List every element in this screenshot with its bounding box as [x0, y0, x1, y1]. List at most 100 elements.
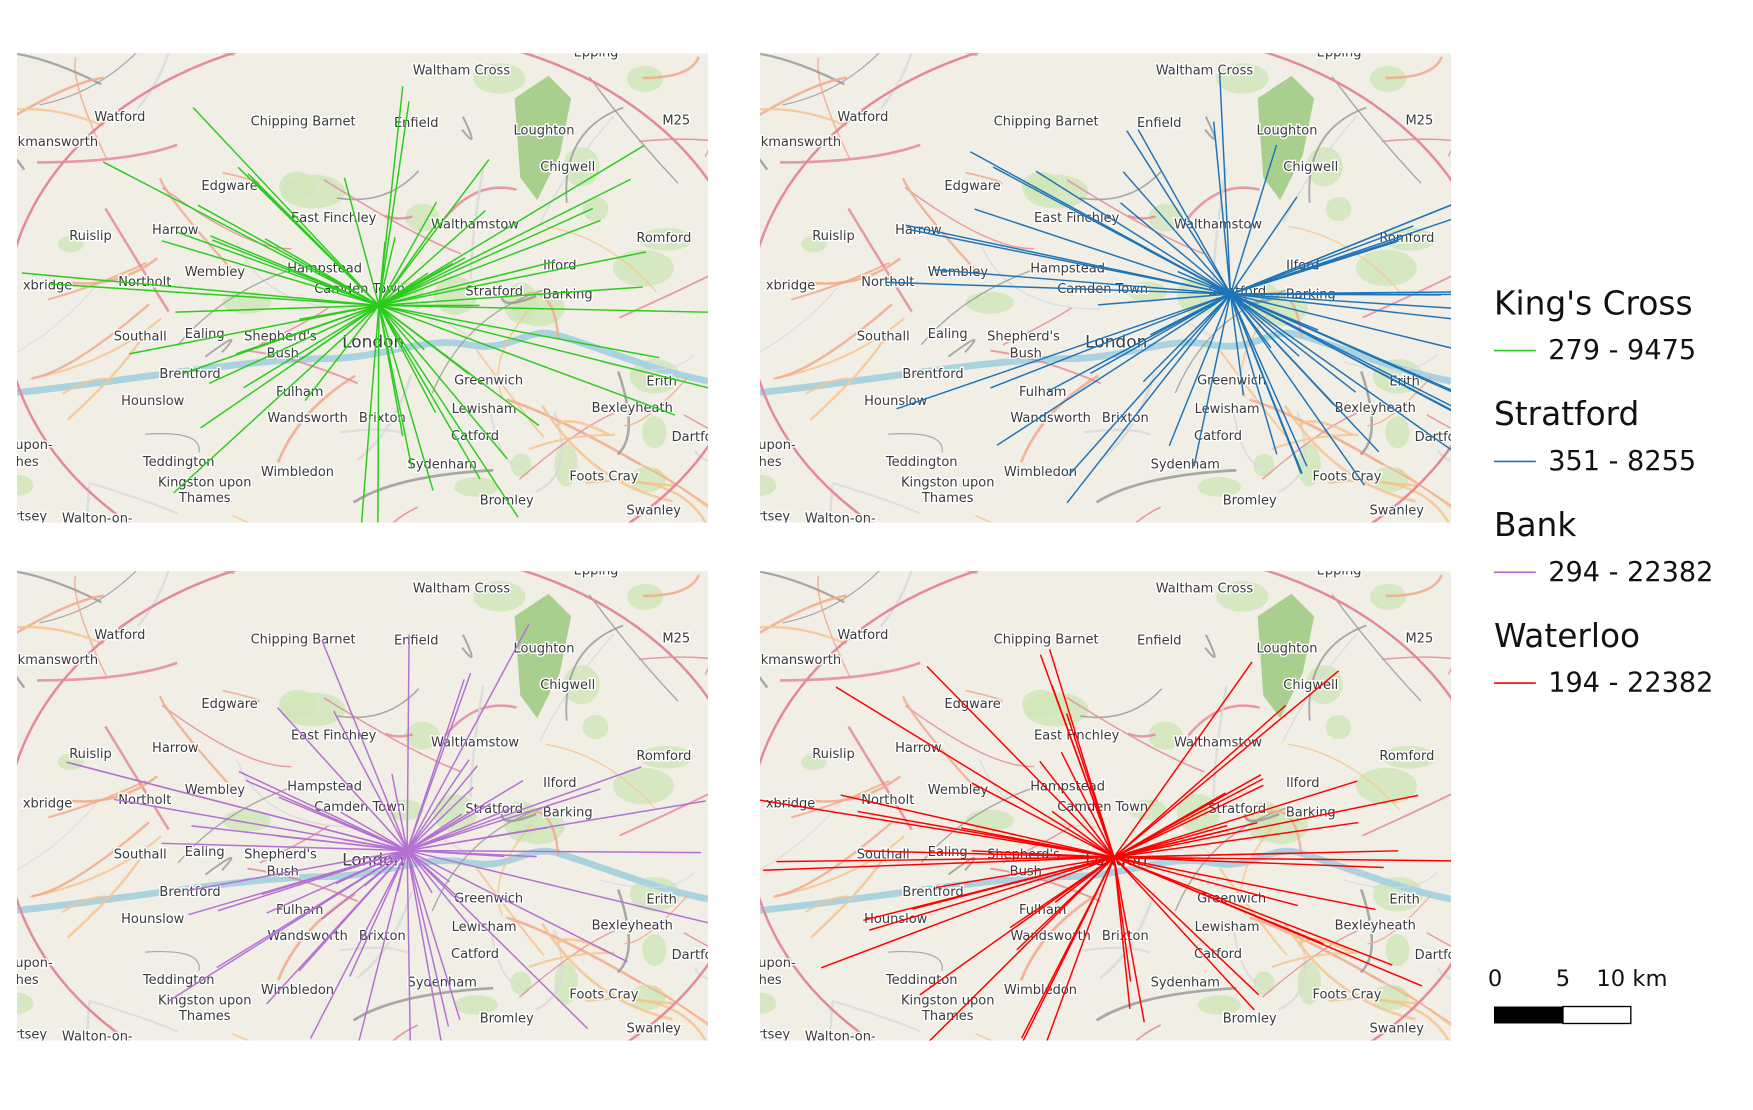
- flow-line: [277, 707, 408, 851]
- flow-line: [1113, 821, 1258, 858]
- place-label: Ealing: [185, 327, 225, 342]
- flow-line: [161, 842, 408, 852]
- road: [901, 695, 985, 798]
- place-label: Loughton: [514, 124, 575, 139]
- road: [31, 821, 150, 898]
- place-label: Ruislip: [69, 747, 112, 762]
- place-label: Southall: [114, 847, 167, 862]
- place-label: Ilford: [543, 776, 576, 791]
- place-label: Bexleyheath: [1335, 919, 1416, 934]
- flow-line: [210, 235, 380, 307]
- road: [497, 306, 532, 398]
- road: [158, 177, 242, 280]
- place-label: Foots Cray: [569, 988, 638, 1003]
- road: [555, 419, 611, 437]
- place-label: Kingston upon: [901, 475, 995, 490]
- park: [384, 799, 424, 821]
- flow-line: [840, 794, 1115, 858]
- road: [39, 571, 137, 624]
- park: [582, 714, 609, 740]
- place-label: Wandsworth: [1010, 411, 1091, 426]
- place-label: East Finchley: [291, 729, 377, 744]
- flow-line: [406, 850, 450, 1027]
- park: [1297, 961, 1321, 1005]
- place-label: Harrow: [895, 741, 942, 756]
- park: [1216, 581, 1269, 612]
- place-label: Wandsworth: [267, 929, 348, 944]
- flow-line: [396, 850, 408, 893]
- park: [454, 477, 498, 497]
- road: [624, 895, 689, 945]
- road: [1288, 225, 1401, 293]
- road: [1066, 179, 1205, 255]
- place-label: Edgware: [201, 697, 257, 712]
- road: [847, 207, 913, 313]
- park: [222, 809, 272, 832]
- flow-line: [378, 304, 708, 389]
- place-label: xbridge: [766, 279, 815, 294]
- road: [137, 571, 170, 627]
- park: [800, 753, 827, 771]
- road: [488, 407, 521, 469]
- place-label: East Finchley: [291, 211, 377, 226]
- road: [1436, 449, 1452, 462]
- road: [760, 53, 845, 86]
- road: [161, 704, 292, 768]
- place-label: London: [1085, 332, 1147, 352]
- flow-line: [188, 849, 408, 916]
- place-label: Brentford: [159, 885, 220, 900]
- place-label: Wembley: [185, 783, 246, 798]
- flow-line: [820, 856, 1115, 969]
- road: [337, 170, 420, 201]
- place-label: Chipping Barnet: [994, 115, 1099, 130]
- road: [760, 571, 845, 604]
- flow-line: [1113, 774, 1262, 858]
- road: [704, 149, 708, 157]
- park: [639, 745, 693, 769]
- flow-line: [378, 305, 413, 469]
- place-label: Ealing: [185, 845, 225, 860]
- place-label: Walton-on-: [62, 512, 133, 527]
- river: [760, 329, 1452, 396]
- place-label: Edgware: [201, 179, 257, 194]
- road: [518, 408, 625, 480]
- road: [1267, 810, 1303, 857]
- road: [1328, 479, 1450, 523]
- place-label: Sydenham: [1151, 975, 1220, 990]
- flow-line: [1229, 293, 1300, 357]
- place-label: Wembley: [928, 783, 989, 798]
- flow-line: [128, 304, 380, 355]
- place-label: Hampstead: [287, 780, 362, 795]
- road: [488, 925, 521, 987]
- park: [1325, 196, 1352, 222]
- road: [880, 571, 913, 627]
- flow-line: [996, 293, 1231, 446]
- road: [1359, 371, 1374, 456]
- flow-line: [243, 304, 380, 389]
- road: [66, 329, 148, 421]
- flow-line: [406, 779, 524, 852]
- road: [642, 56, 700, 80]
- road: [497, 824, 532, 916]
- flow-line: [1229, 196, 1298, 295]
- road: [323, 697, 462, 773]
- road: [1283, 922, 1416, 1021]
- flow-line: [1060, 751, 1115, 858]
- place-label: Walthamstow: [1174, 736, 1262, 751]
- road: [947, 338, 976, 358]
- road: [964, 53, 978, 57]
- road: [1367, 895, 1432, 945]
- place-label: Wimbledon: [1004, 465, 1077, 480]
- place-label: Enfield: [1137, 634, 1182, 649]
- road: [1231, 925, 1264, 987]
- road: [638, 656, 708, 661]
- legend-range: 351 - 8255: [1548, 446, 1696, 477]
- park: [57, 235, 84, 253]
- place-label: Harrow: [152, 741, 199, 756]
- road: [760, 800, 843, 871]
- flow-line: [760, 799, 1115, 858]
- flow-line: [378, 219, 601, 307]
- flow-line: [391, 773, 408, 851]
- road: [16, 108, 105, 127]
- road: [1308, 624, 1367, 721]
